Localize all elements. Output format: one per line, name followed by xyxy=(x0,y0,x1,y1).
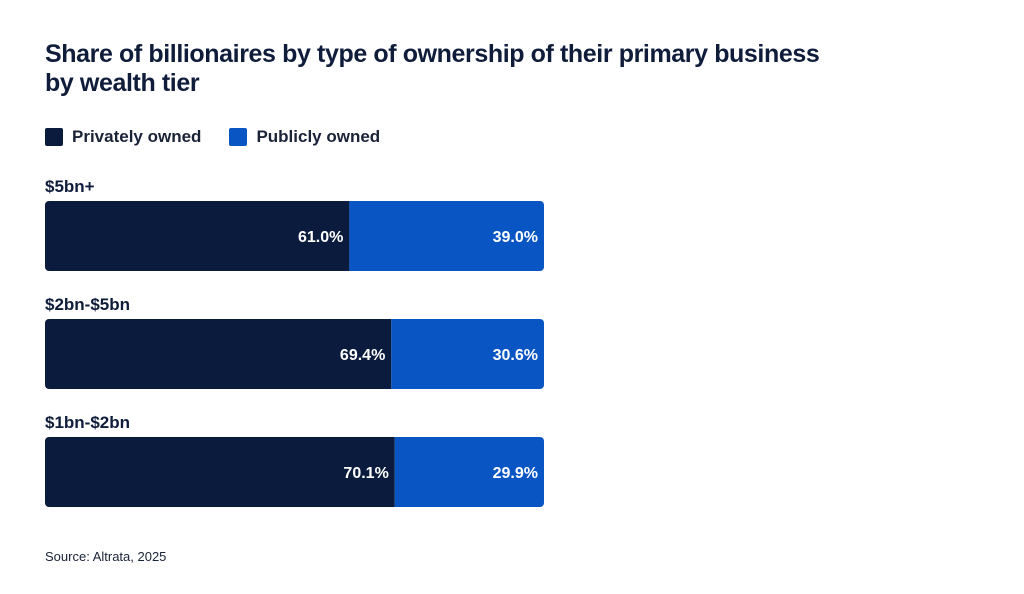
source-note: Source: Altrata, 2025 xyxy=(45,549,167,564)
data-label-public: 39.0% xyxy=(493,229,538,246)
bar-row xyxy=(45,201,544,271)
chart-title-line-1: Share of billionaires by type of ownersh… xyxy=(45,40,820,68)
data-label-private: 69.4% xyxy=(340,347,385,364)
legend-item-public: Publicly owned xyxy=(229,127,380,147)
legend-label-private: Privately owned xyxy=(72,127,202,146)
chart-title: Share of billionaires by type of ownersh… xyxy=(45,40,845,98)
data-label-private: 70.1% xyxy=(343,465,388,482)
data-label-private: 61.0% xyxy=(298,229,343,246)
legend-label-public: Publicly owned xyxy=(256,127,381,146)
legend-swatch-public xyxy=(229,128,248,146)
data-label-public: 30.6% xyxy=(493,347,538,364)
category-label: $5bn+ xyxy=(45,177,95,196)
legend-swatch-private xyxy=(45,128,63,146)
category-label: $1bn-$2bn xyxy=(45,413,130,432)
bar-row xyxy=(45,437,544,507)
bar-segment-public xyxy=(391,319,544,389)
legend-item-private: Privately owned xyxy=(45,127,201,147)
bar-segment-private xyxy=(45,319,392,389)
legend: Privately owned Publicly owned xyxy=(45,127,408,147)
bar-row xyxy=(45,319,544,389)
bar-segment-public xyxy=(394,437,544,507)
data-label-public: 29.9% xyxy=(493,465,538,482)
bar-segment-public xyxy=(349,201,544,271)
category-label: $2bn-$5bn xyxy=(45,295,130,314)
bar-segment-private xyxy=(45,201,350,271)
bar-segment-private xyxy=(45,437,395,507)
chart-title-line-2: by wealth tier xyxy=(45,69,200,97)
